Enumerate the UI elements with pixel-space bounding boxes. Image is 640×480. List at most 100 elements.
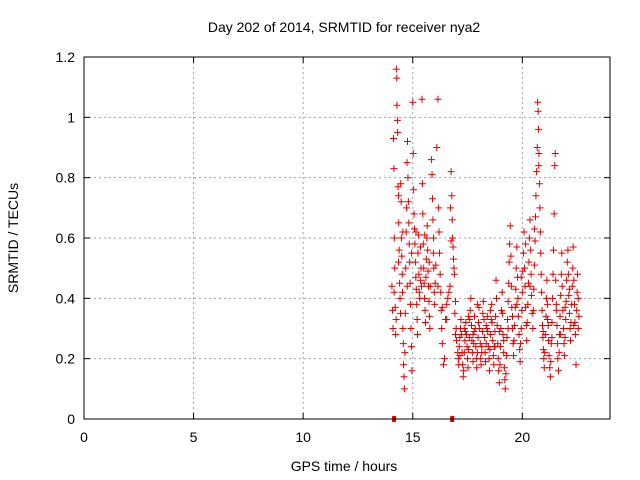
data-point	[567, 337, 575, 345]
data-point	[472, 343, 480, 351]
data-point	[506, 240, 514, 248]
data-point	[506, 222, 514, 230]
data-point	[547, 340, 555, 348]
data-point	[431, 300, 439, 308]
data-point	[499, 331, 507, 339]
data-point	[403, 137, 411, 145]
data-point	[437, 306, 445, 314]
data-point	[400, 361, 408, 369]
data-point	[451, 297, 459, 305]
data-point	[571, 318, 579, 326]
data-point	[449, 243, 457, 251]
x-axis-label: GPS time / hours	[291, 458, 398, 474]
data-point	[421, 294, 429, 302]
data-point	[478, 343, 486, 351]
data-point	[544, 300, 552, 308]
data-point	[517, 325, 525, 332]
data-point	[504, 297, 512, 305]
data-point	[392, 315, 400, 323]
data-point	[446, 204, 454, 212]
data-point	[415, 270, 423, 278]
data-point	[411, 225, 419, 233]
data-point	[425, 312, 433, 320]
data-point	[535, 162, 543, 170]
data-point	[401, 349, 409, 357]
data-point	[419, 240, 427, 248]
data-point	[438, 340, 446, 348]
data-point	[572, 361, 580, 369]
data-point	[439, 361, 447, 369]
data-point	[564, 270, 572, 278]
data-point	[574, 270, 582, 278]
data-point	[487, 315, 495, 323]
data-point	[447, 168, 455, 176]
data-point	[574, 294, 582, 302]
data-point	[565, 309, 573, 317]
data-point	[393, 74, 401, 82]
x-tick-label: 10	[295, 429, 311, 445]
data-point	[396, 279, 404, 287]
data-point	[473, 364, 481, 372]
data-point	[536, 228, 544, 236]
data-point	[510, 352, 518, 360]
data-point	[422, 273, 430, 281]
data-point	[529, 325, 537, 332]
data-point	[435, 228, 443, 236]
data-point	[479, 297, 487, 305]
data-point	[443, 300, 451, 308]
data-point	[562, 315, 570, 323]
data-point	[570, 276, 578, 284]
data-point	[518, 306, 526, 314]
data-point	[526, 282, 534, 290]
data-point	[467, 321, 475, 329]
data-point	[479, 309, 487, 317]
data-point	[553, 340, 561, 348]
data-point	[403, 159, 411, 167]
data-point	[502, 370, 510, 378]
data-point	[507, 282, 515, 290]
data-point	[573, 306, 581, 314]
data-point	[403, 282, 411, 290]
data-point	[551, 162, 559, 170]
data-point	[516, 346, 524, 354]
data-point	[554, 355, 562, 363]
data-point	[560, 340, 568, 348]
data-point	[482, 358, 490, 366]
data-point	[561, 303, 569, 311]
data-point	[529, 306, 537, 314]
data-point	[408, 249, 416, 257]
data-point	[496, 361, 504, 369]
data-point	[557, 331, 565, 339]
data-point	[394, 128, 402, 136]
data-point	[492, 312, 500, 320]
data-point	[494, 355, 502, 363]
data-point	[523, 318, 531, 326]
data-point	[406, 279, 414, 287]
data-point	[438, 325, 446, 332]
data-point	[429, 216, 437, 224]
data-point	[395, 246, 403, 254]
data-point	[537, 249, 545, 257]
data-point	[558, 282, 566, 290]
data-point	[389, 134, 397, 142]
data-point	[552, 306, 560, 314]
data-point	[451, 309, 459, 317]
data-point	[427, 156, 435, 164]
data-point	[574, 325, 582, 332]
data-point	[511, 321, 519, 329]
data-point	[399, 228, 407, 236]
data-point	[512, 264, 520, 272]
data-point	[500, 364, 508, 372]
data-point	[532, 192, 540, 200]
data-point	[538, 288, 546, 296]
data-point	[534, 98, 542, 106]
data-point	[520, 228, 528, 236]
data-point	[456, 334, 464, 342]
data-point	[408, 367, 416, 375]
data-point	[561, 334, 569, 342]
data-point	[487, 331, 495, 339]
data-point	[500, 337, 508, 345]
data-point	[569, 243, 577, 251]
data-point	[454, 355, 462, 363]
data-point	[411, 240, 419, 248]
